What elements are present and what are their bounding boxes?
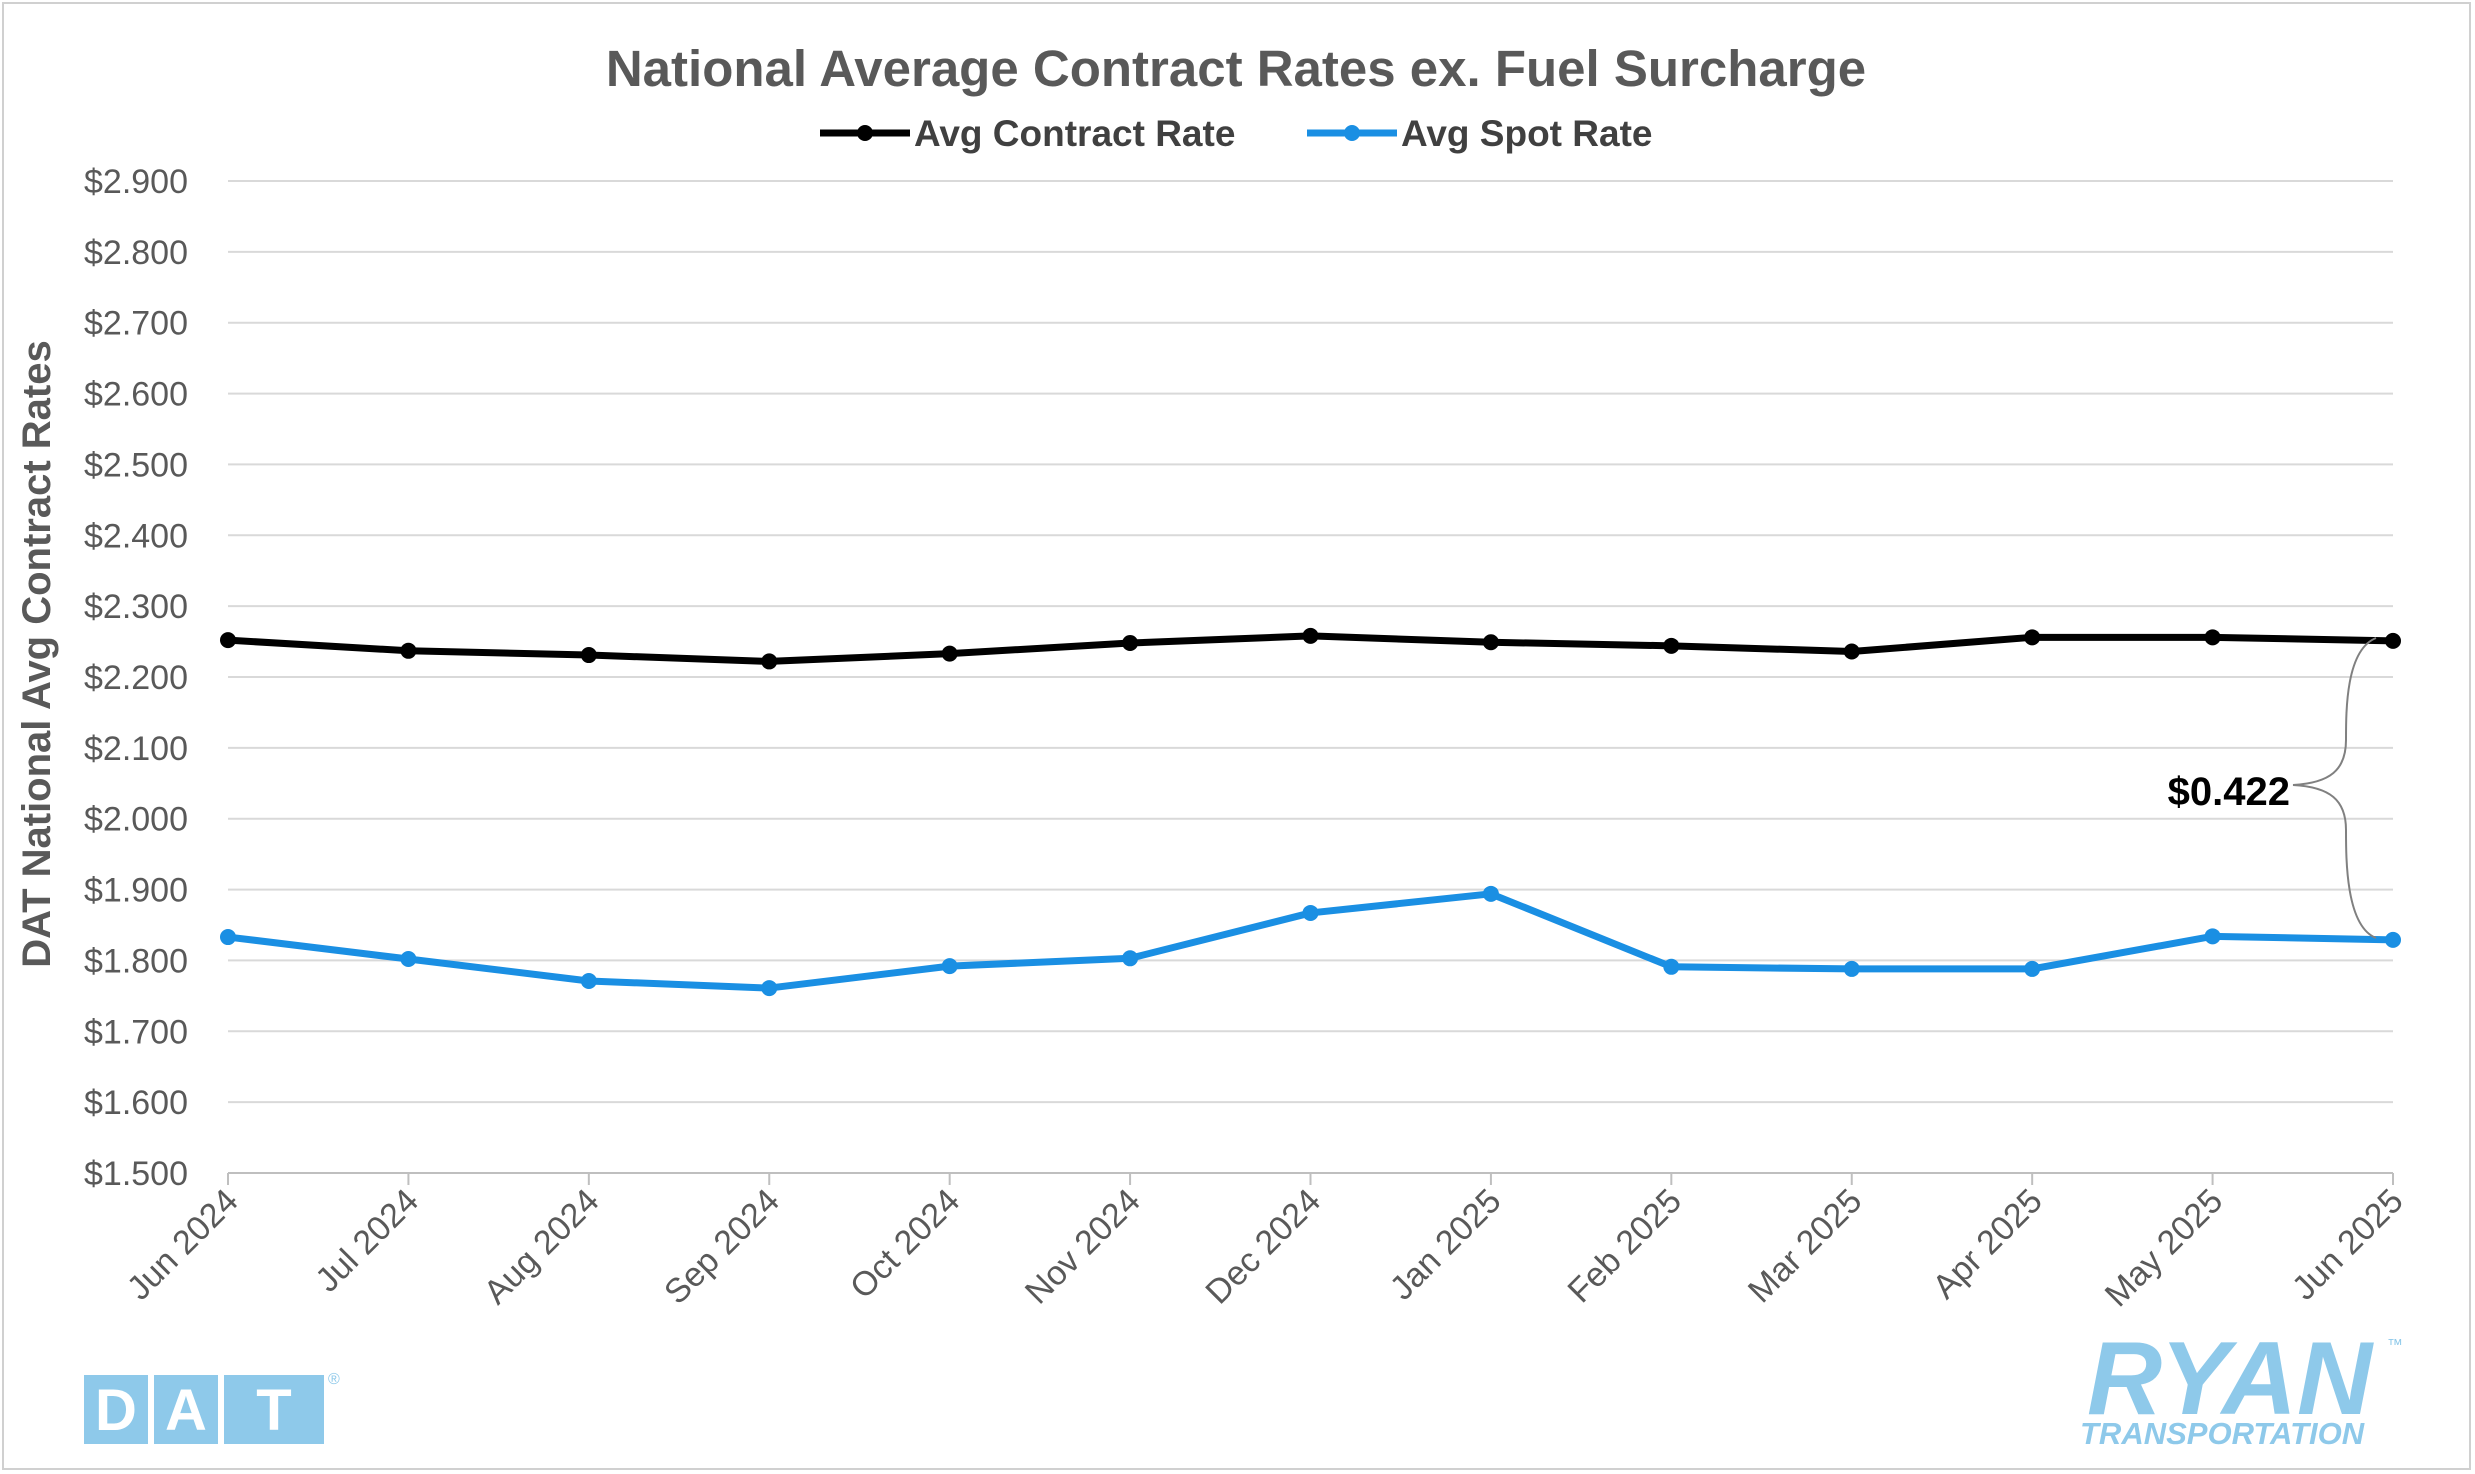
x-tick-label: Aug 2024 bbox=[477, 1182, 607, 1312]
data-point-avg-spot-rate bbox=[2024, 960, 2041, 977]
data-point-avg-spot-rate bbox=[1302, 904, 1319, 921]
y-tick-label: $2.700 bbox=[84, 305, 188, 343]
data-point-avg-contract-rate bbox=[941, 645, 958, 662]
x-tick-label: Dec 2024 bbox=[1198, 1182, 1328, 1312]
ryan-logo-wordmark: RYAN bbox=[2087, 1321, 2374, 1437]
y-tick-label: $2.100 bbox=[84, 730, 188, 768]
data-point-avg-contract-rate bbox=[580, 647, 597, 664]
data-point-avg-contract-rate bbox=[2204, 629, 2221, 646]
y-tick-label: $2.600 bbox=[84, 376, 188, 414]
data-point-avg-contract-rate bbox=[761, 653, 778, 670]
legend: Avg Contract Rate Avg Spot Rate bbox=[820, 113, 1652, 154]
data-point-avg-spot-rate bbox=[761, 980, 778, 997]
data-point-avg-spot-rate bbox=[1482, 885, 1499, 902]
series-avg-contract-rate bbox=[220, 627, 2401, 670]
difference-brace bbox=[2292, 637, 2377, 939]
dat-logo-letter-t: T bbox=[256, 1378, 291, 1443]
legend-label-contract: Avg Contract Rate bbox=[914, 113, 1235, 154]
y-tick-label: $2.500 bbox=[84, 446, 188, 484]
x-tick-label: Jan 2025 bbox=[1383, 1182, 1509, 1308]
data-point-avg-contract-rate bbox=[1122, 634, 1139, 651]
dat-logo-box-a bbox=[154, 1375, 218, 1444]
data-point-avg-contract-rate bbox=[220, 632, 236, 649]
legend-label-spot: Avg Spot Rate bbox=[1401, 113, 1652, 154]
dat-logo-letter-a: A bbox=[165, 1378, 207, 1443]
x-tick-label: Apr 2025 bbox=[1925, 1182, 2049, 1306]
data-point-avg-spot-rate bbox=[1663, 958, 1680, 975]
x-tick-label: Jun 2024 bbox=[120, 1182, 246, 1308]
series-layer bbox=[220, 627, 2401, 997]
y-tick-label: $1.800 bbox=[84, 942, 188, 980]
x-tick-label: Nov 2024 bbox=[1018, 1182, 1148, 1312]
y-tick-label: $2.200 bbox=[84, 659, 188, 697]
data-point-avg-spot-rate bbox=[941, 958, 958, 975]
x-tick-label: Feb 2025 bbox=[1561, 1182, 1689, 1310]
gridlines bbox=[228, 180, 2393, 1174]
y-tick-label: $2.800 bbox=[84, 234, 188, 272]
x-tick-label: Mar 2025 bbox=[1741, 1182, 1869, 1310]
dat-logo: D A T ® bbox=[84, 1371, 340, 1444]
data-point-avg-contract-rate bbox=[1482, 634, 1499, 651]
data-point-avg-contract-rate bbox=[1302, 627, 1319, 644]
y-tick-label: $1.700 bbox=[84, 1013, 188, 1051]
ryan-logo-tagline: TRANSPORTATION bbox=[2080, 1416, 2365, 1451]
legend-item-contract: Avg Contract Rate bbox=[820, 113, 1235, 154]
data-point-avg-spot-rate bbox=[220, 929, 236, 946]
data-point-avg-contract-rate bbox=[2024, 629, 2041, 646]
y-tick-label: $2.900 bbox=[84, 163, 188, 201]
y-tick-label: $2.000 bbox=[84, 801, 188, 839]
x-tick-label: May 2025 bbox=[2098, 1182, 2230, 1314]
x-tick-label: Jul 2024 bbox=[308, 1182, 426, 1300]
y-tick-label: $1.600 bbox=[84, 1084, 188, 1122]
data-point-avg-contract-rate bbox=[1843, 643, 1860, 660]
data-point-avg-spot-rate bbox=[580, 972, 597, 989]
legend-marker-spot bbox=[1344, 125, 1360, 141]
chart-title: National Average Contract Rates ex. Fuel… bbox=[606, 40, 1866, 97]
dat-logo-box-d bbox=[84, 1375, 148, 1444]
data-point-avg-spot-rate bbox=[400, 951, 417, 968]
x-axis: Jun 2024 Jul 2024 Aug 2024 Sep 2024 Oct 2024… bbox=[120, 1173, 2411, 1314]
legend-item-spot: Avg Spot Rate bbox=[1307, 113, 1652, 154]
data-point-avg-spot-rate bbox=[2385, 931, 2401, 948]
series-avg-spot-rate bbox=[220, 885, 2401, 997]
difference-label: $0.422 bbox=[2168, 770, 2290, 814]
y-tick-label: $2.400 bbox=[84, 517, 188, 555]
difference-annotation: $0.422 bbox=[2168, 637, 2377, 939]
y-tick-label: $2.300 bbox=[84, 588, 188, 626]
legend-marker-contract bbox=[857, 125, 873, 141]
dat-logo-letter-d: D bbox=[95, 1378, 137, 1443]
y-tick-label: $1.500 bbox=[84, 1155, 188, 1193]
data-point-avg-contract-rate bbox=[400, 642, 417, 659]
dat-logo-registered-mark: ® bbox=[328, 1371, 340, 1388]
data-point-avg-spot-rate bbox=[1122, 950, 1139, 967]
data-point-avg-spot-rate bbox=[2204, 928, 2221, 945]
x-tick-label: Sep 2024 bbox=[657, 1182, 787, 1312]
y-axis-label: DAT National Avg Contract Rates bbox=[15, 340, 59, 967]
dat-logo-box-t bbox=[224, 1375, 324, 1444]
x-tick-label: Oct 2024 bbox=[843, 1182, 967, 1306]
ryan-logo-trademark: ™ bbox=[2387, 1337, 2403, 1354]
y-axis-ticks: $1.500 $1.600 $1.700 $1.800 $1.900 $2.000 $2.1… bbox=[84, 163, 188, 1193]
data-point-avg-contract-rate bbox=[2385, 632, 2401, 649]
data-point-avg-spot-rate bbox=[1843, 960, 1860, 977]
x-tick-label: Jun 2025 bbox=[2285, 1182, 2411, 1308]
y-tick-label: $1.900 bbox=[84, 872, 188, 910]
data-point-avg-contract-rate bbox=[1663, 637, 1680, 654]
ryan-transportation-logo: RYAN ™ TRANSPORTATION bbox=[2080, 1321, 2403, 1451]
